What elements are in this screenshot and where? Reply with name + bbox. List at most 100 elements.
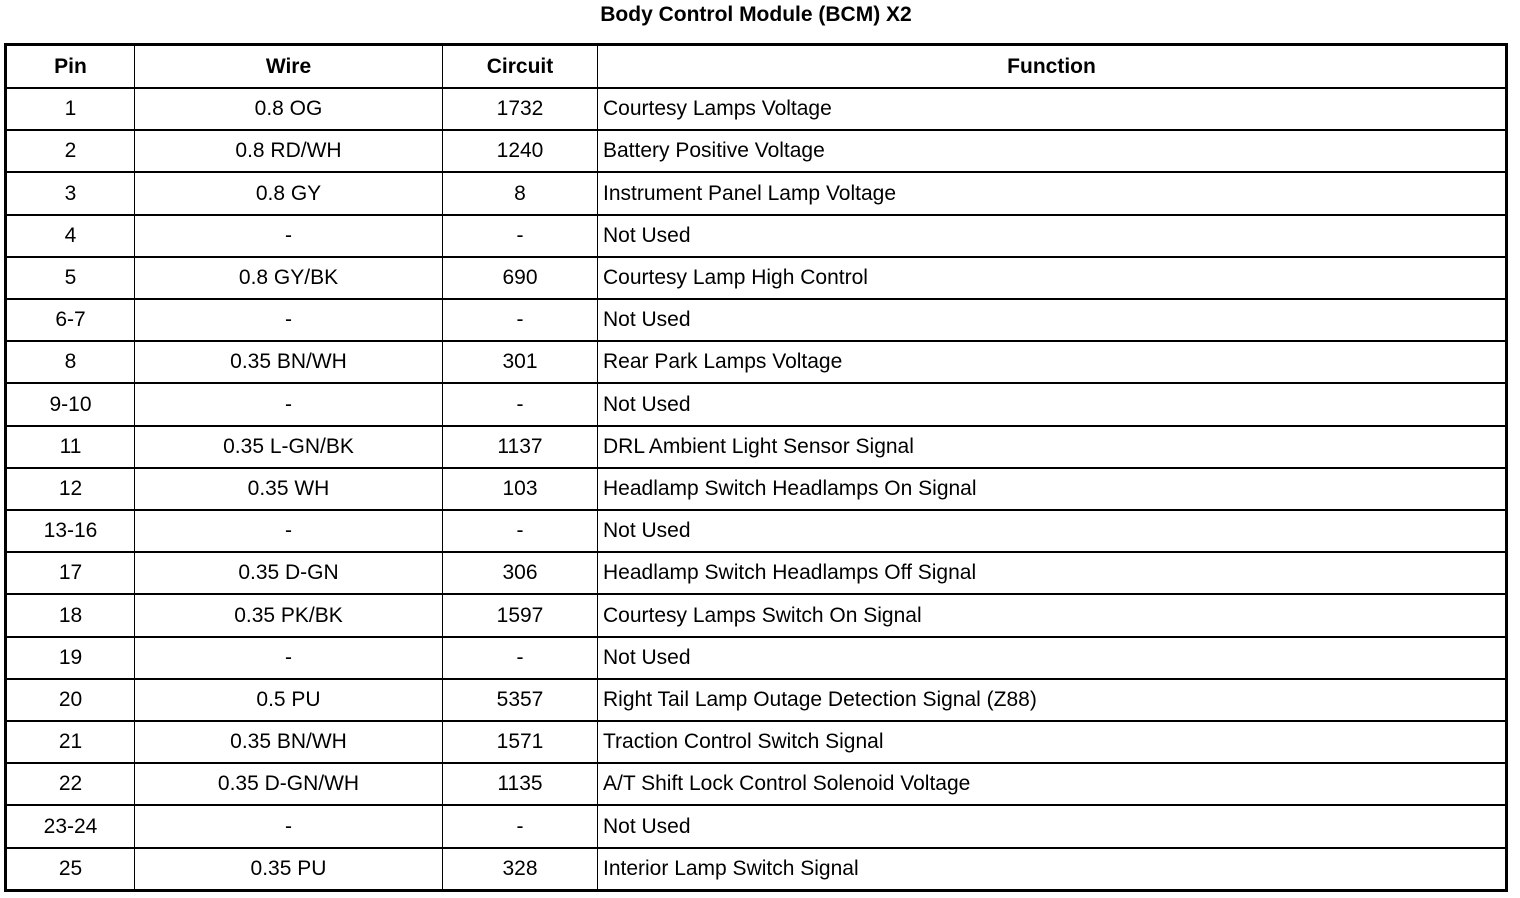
pin-cell: 22 (5, 762, 135, 807)
function-cell: Courtesy Lamp High Control (597, 255, 1507, 301)
table-row: 3 0.8 GY 8 Instrument Panel Lamp Voltage (5, 171, 1507, 216)
circuit-cell: 103 (442, 466, 598, 512)
circuit-cell: - (442, 213, 598, 258)
wire-cell: - (134, 635, 443, 680)
function-cell: Courtesy Lamps Switch On Signal (597, 593, 1507, 638)
wire-cell: 0.35 D-GN/WH (134, 762, 443, 807)
circuit-cell: 1732 (442, 86, 598, 132)
pin-cell: 2 (5, 129, 135, 174)
function-cell: Right Tail Lamp Outage Detection Signal … (597, 677, 1507, 723)
table-row: 12 0.35 WH 103 Headlamp Switch Headlamps On… (5, 466, 1507, 512)
wire-cell: 0.35 PU (134, 846, 443, 892)
circuit-cell: - (442, 635, 598, 680)
table-row: 18 0.35 PK/BK 1597 Courtesy Lamps Switch On… (5, 593, 1507, 638)
header-wire: Wire (134, 43, 443, 89)
function-cell: Not Used (597, 509, 1507, 554)
pin-cell: 8 (5, 340, 135, 385)
wire-cell: - (134, 298, 443, 343)
circuit-cell: 1571 (442, 720, 598, 765)
pin-cell: 19 (5, 635, 135, 680)
wire-cell: 0.35 PK/BK (134, 593, 443, 638)
wire-cell: 0.35 BN/WH (134, 720, 443, 765)
circuit-cell: 1137 (442, 424, 598, 469)
header-pin: Pin (5, 43, 135, 89)
function-cell: Headlamp Switch Headlamps Off Signal (597, 551, 1507, 596)
function-cell: A/T Shift Lock Control Solenoid Voltage (597, 762, 1507, 807)
header-function: Function (597, 43, 1507, 89)
circuit-cell: 8 (442, 171, 598, 216)
table-row: 5 0.8 GY/BK 690 Courtesy Lamp High Control (5, 255, 1507, 301)
wire-cell: - (134, 509, 443, 554)
table-row: 17 0.35 D-GN 306 Headlamp Switch Headlamps … (5, 551, 1507, 596)
pin-cell: 6-7 (5, 298, 135, 343)
table-row: 6-7- - Not Used (5, 298, 1507, 343)
table-row: 19- - Not Used (5, 635, 1507, 680)
pin-cell: 17 (5, 551, 135, 596)
function-cell: Not Used (597, 635, 1507, 680)
pin-cell: 3 (5, 171, 135, 216)
circuit-cell: 5357 (442, 677, 598, 723)
circuit-cell: - (442, 804, 598, 849)
wire-cell: 0.8 GY/BK (134, 255, 443, 301)
wire-cell: 0.8 RD/WH (134, 129, 443, 174)
table-row: 9-10- - Not Used (5, 382, 1507, 427)
function-cell: Interior Lamp Switch Signal (597, 846, 1507, 892)
pin-cell: 5 (5, 255, 135, 301)
wire-cell: 0.8 OG (134, 86, 443, 132)
circuit-cell: 1135 (442, 762, 598, 807)
function-cell: Headlamp Switch Headlamps On Signal (597, 466, 1507, 512)
table-row: 1 0.8 OG 1732 Courtesy Lamps Voltage (5, 86, 1507, 132)
document-title: Body Control Module (BCM) X2 (600, 3, 912, 26)
table-row: 25 0.35 PU 328 Interior Lamp Switch Signal (5, 846, 1507, 892)
wire-cell: - (134, 382, 443, 427)
function-cell: Battery Positive Voltage (597, 129, 1507, 174)
function-cell: Instrument Panel Lamp Voltage (597, 171, 1507, 216)
function-cell: DRL Ambient Light Sensor Signal (597, 424, 1507, 469)
table-row: 4- - Not Used (5, 213, 1507, 258)
circuit-cell: - (442, 298, 598, 343)
table-row: 8 0.35 BN/WH 301 Rear Park Lamps Voltage (5, 340, 1507, 385)
circuit-cell: 690 (442, 255, 598, 301)
table-row: 22 0.35 D-GN/WH 1135 A/T Shift Lock Control… (5, 762, 1507, 807)
function-cell: Rear Park Lamps Voltage (597, 340, 1507, 385)
header-row: Pin Wire Circuit Function (5, 43, 1507, 89)
circuit-cell: - (442, 382, 598, 427)
circuit-cell: 1597 (442, 593, 598, 638)
wire-cell: 0.8 GY (134, 171, 443, 216)
table-row: 21 0.35 BN/WH 1571 Traction Control Switch … (5, 720, 1507, 765)
wire-cell: - (134, 213, 443, 258)
function-cell: Traction Control Switch Signal (597, 720, 1507, 765)
circuit-cell: 1240 (442, 129, 598, 174)
header-circuit: Circuit (442, 43, 598, 89)
circuit-cell: 306 (442, 551, 598, 596)
pin-cell: 18 (5, 593, 135, 638)
function-cell: Not Used (597, 298, 1507, 343)
pin-cell: 21 (5, 720, 135, 765)
connector-pinout-table: Pin Wire Circuit Function 1 0.8 OG 1732 Cou… (4, 43, 1508, 892)
circuit-cell: 328 (442, 846, 598, 892)
circuit-cell: 301 (442, 340, 598, 385)
pin-cell: 9-10 (5, 382, 135, 427)
table-row: 2 0.8 RD/WH 1240 Battery Positive Voltage (5, 129, 1507, 174)
table-row: 11 0.35 L-GN/BK 1137 DRL Ambient Light Sens… (5, 424, 1507, 469)
wire-cell: 0.5 PU (134, 677, 443, 723)
wire-cell: 0.35 L-GN/BK (134, 424, 443, 469)
pin-cell: 13-16 (5, 509, 135, 554)
circuit-cell: - (442, 509, 598, 554)
pin-cell: 25 (5, 846, 135, 892)
table-row: 23-24- - Not Used (5, 804, 1507, 849)
pin-cell: 4 (5, 213, 135, 258)
table-row: 20 0.5 PU 5357 Right Tail Lamp Outage Detec… (5, 677, 1507, 723)
function-cell: Courtesy Lamps Voltage (597, 86, 1507, 132)
pin-cell: 1 (5, 86, 135, 132)
pin-cell: 12 (5, 466, 135, 512)
wire-cell: 0.35 WH (134, 466, 443, 512)
pin-cell: 11 (5, 424, 135, 469)
function-cell: Not Used (597, 382, 1507, 427)
function-cell: Not Used (597, 213, 1507, 258)
function-cell: Not Used (597, 804, 1507, 849)
wire-cell: 0.35 D-GN (134, 551, 443, 596)
wire-cell: - (134, 804, 443, 849)
pin-cell: 23-24 (5, 804, 135, 849)
wire-cell: 0.35 BN/WH (134, 340, 443, 385)
